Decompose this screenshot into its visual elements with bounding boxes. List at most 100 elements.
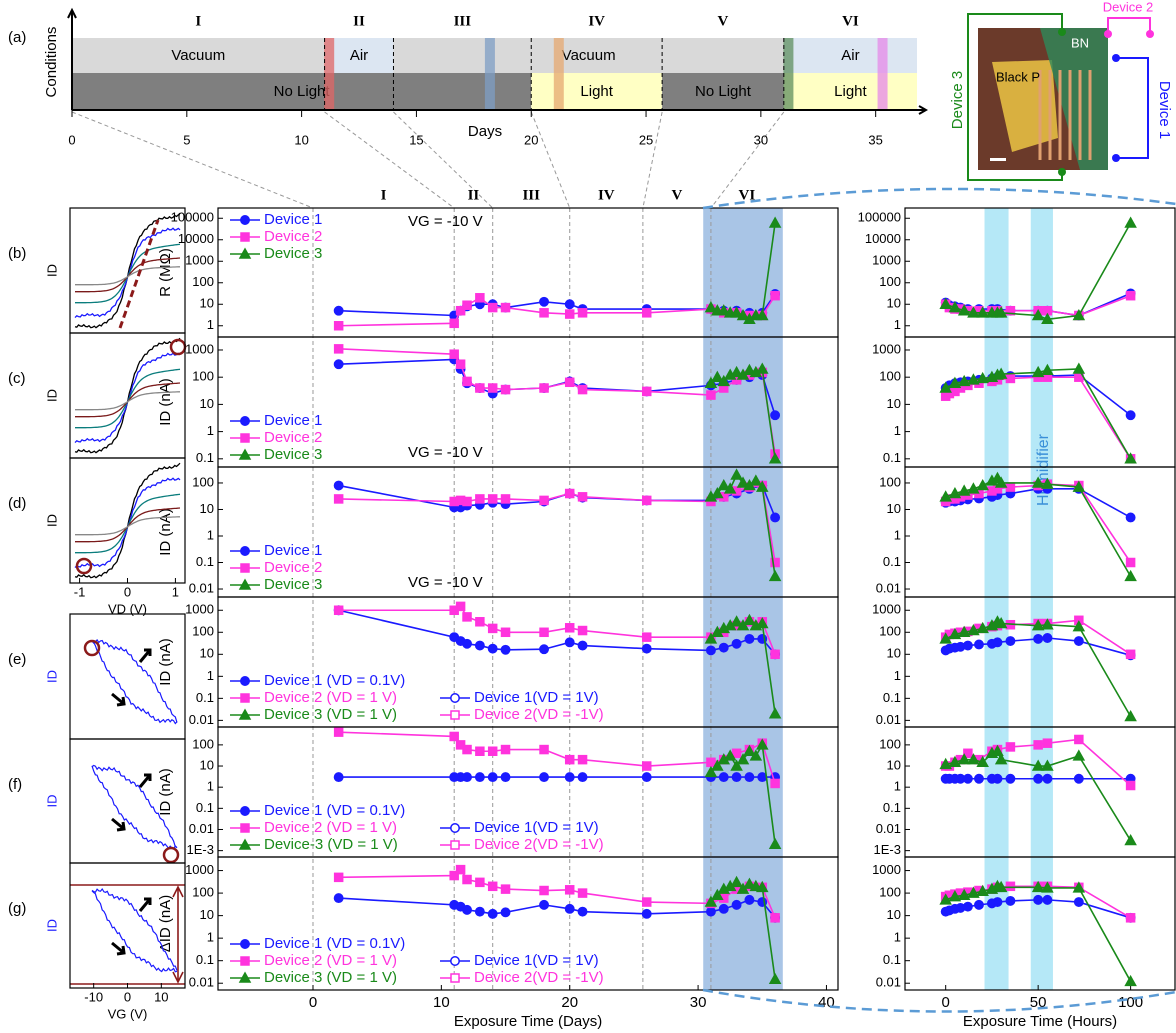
period-label: IV: [588, 13, 605, 29]
iv-curve: [75, 266, 180, 286]
marker: [770, 290, 780, 301]
period-label: VI: [842, 13, 859, 29]
marker: [1041, 759, 1054, 771]
x-tick-label: 10: [433, 994, 450, 1011]
y-tick-label: 1: [207, 668, 214, 683]
y-axis-label: ID: [44, 919, 59, 932]
marker: [962, 773, 973, 784]
period-label: V: [671, 187, 682, 203]
marker: [240, 823, 250, 833]
marker: [962, 901, 973, 912]
environment-label: Air: [350, 47, 368, 64]
hysteresis-curve: [91, 641, 178, 725]
legend-label: Device 3: [264, 245, 322, 262]
y-tick-label: 100: [879, 274, 901, 289]
marker: [730, 365, 743, 378]
x-tick-label: 10: [154, 989, 168, 1004]
y-axis-label: ID: [44, 514, 59, 527]
x-tick-label: 0: [124, 989, 131, 1004]
marker: [730, 468, 743, 480]
sweep-arrow: [111, 941, 126, 956]
marker: [976, 621, 989, 634]
marker: [743, 363, 756, 375]
y-tick-label: 0.01: [189, 712, 214, 727]
y-tick-label: 10: [887, 501, 901, 516]
y-tick-label: 0.01: [876, 712, 901, 727]
y-tick-label: 1: [894, 930, 901, 945]
marker: [976, 478, 989, 491]
panel-label: (a): [8, 29, 26, 46]
y-tick-label: 100: [879, 624, 901, 639]
marker: [1124, 709, 1137, 722]
marker: [711, 759, 724, 771]
y-tick-label: 1000: [185, 602, 214, 617]
marker: [994, 616, 1008, 629]
marker: [974, 899, 984, 910]
marker: [1031, 759, 1045, 771]
x-tick-label: 20: [561, 994, 578, 1011]
marker: [957, 625, 971, 638]
marker: [974, 639, 984, 650]
lighting-bar: [783, 73, 917, 110]
plot-area: [333, 216, 782, 331]
y-tick-label: 1: [894, 317, 901, 332]
marker: [736, 619, 750, 631]
marker: [240, 956, 250, 966]
marker: [238, 708, 252, 720]
device-inset: Device 2 BN Black P Device 3 Device 1: [949, 0, 1173, 181]
marker: [487, 881, 498, 892]
marker: [1124, 974, 1137, 987]
marker: [1125, 913, 1136, 923]
y-tick-label: 100000: [858, 210, 901, 225]
x-tick-label: 0: [124, 584, 131, 599]
marker: [564, 754, 575, 765]
period-label: III: [522, 187, 540, 203]
marker: [1072, 362, 1086, 374]
y-tick-label: 10: [200, 907, 214, 922]
panel-label: (g): [8, 900, 26, 917]
iv-curve: [75, 391, 180, 411]
marker: [455, 601, 466, 612]
marker: [1033, 773, 1044, 784]
slope-line: [118, 219, 160, 329]
marker: [939, 893, 952, 905]
marker: [1031, 308, 1045, 321]
marker: [1073, 897, 1084, 908]
legend-label: Device 2(VD = -1V): [474, 836, 604, 853]
marker: [770, 649, 780, 660]
y-axis-label: ID (nA): [157, 638, 174, 686]
y-tick-label: 1: [207, 527, 214, 542]
period-label: I: [195, 13, 201, 29]
hysteresis-curve: [91, 765, 178, 850]
y-tick-label: 1000: [872, 341, 901, 356]
y-tick-label: 10: [200, 296, 214, 311]
marker: [757, 772, 768, 783]
marker: [957, 888, 971, 901]
marker: [240, 215, 250, 225]
lighting-bar: [72, 73, 532, 110]
marker: [1033, 894, 1044, 905]
marker: [718, 772, 729, 783]
y-tick-label: 10000: [178, 231, 214, 246]
marker: [641, 308, 652, 318]
marker: [474, 772, 485, 783]
device-2-wire: [1107, 17, 1151, 34]
marker: [1074, 734, 1084, 745]
y-tick-label: 100: [879, 885, 901, 900]
x-tick-label: 0: [309, 994, 317, 1011]
marker: [564, 885, 575, 895]
marker: [994, 753, 1008, 765]
sweep-arrow: [138, 648, 152, 663]
connector: [71, 111, 314, 209]
y-axis-label: ID: [44, 795, 59, 808]
legend-label: Device 2(VD = -1V): [474, 969, 604, 986]
legend-label: Device-3 (VD = 1 V): [264, 836, 398, 853]
marker: [768, 569, 782, 582]
marker: [1005, 895, 1016, 906]
marker: [706, 757, 716, 768]
lighting-bar: [531, 73, 663, 110]
x-axis-label: Exposure Time (Days): [454, 1013, 602, 1030]
y-axis-label: ID (nA): [157, 378, 174, 426]
